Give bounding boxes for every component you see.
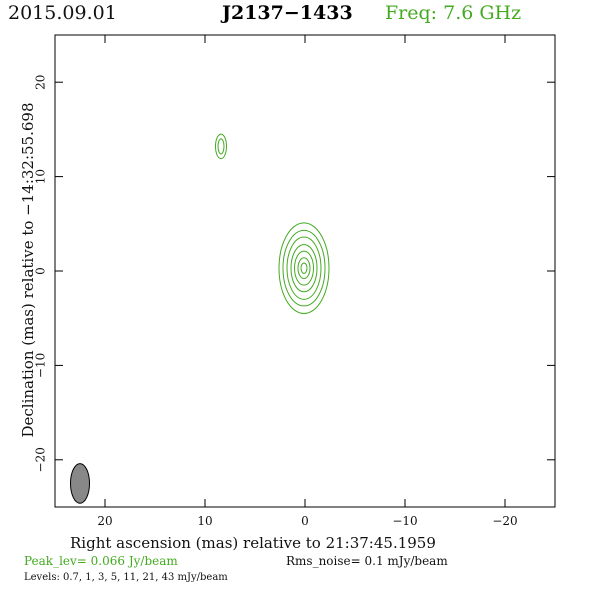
contour-line [286,236,322,300]
source-name: J2137−1433 [222,2,353,24]
contour-line [290,244,318,293]
plot-frame [54,34,556,508]
contour-line [282,229,326,307]
x-axis-label: Right ascension (mas) relative to 21:37:… [70,534,436,552]
y-tick-label: −20 [34,447,48,472]
beam-ellipse [70,463,90,504]
x-tick-label: −10 [392,514,417,528]
contour-line [297,257,311,280]
x-tick-label: 20 [97,514,112,528]
contour-line [294,250,314,286]
y-tick-label: 20 [34,75,48,90]
x-tick-label: −20 [492,514,517,528]
contour-line [300,262,308,274]
frequency-label: Freq: 7.6 GHz [385,2,522,24]
contour-line [217,138,225,155]
contour-line [215,133,227,160]
x-tick-label: 10 [197,514,212,528]
contour-layer [215,133,330,314]
y-tick-label: −10 [34,353,48,378]
contour-levels: Levels: 0.7, 1, 3, 5, 11, 21, 43 mJy/bea… [24,572,228,583]
contour-line [278,222,330,314]
y-tick-label: 0 [34,267,48,275]
axis-ticks [55,35,555,507]
y-axis-label: Declination (mas) relative to −14:32:55.… [19,102,37,438]
rms-noise: Rms_noise= 0.1 mJy/beam [286,554,448,568]
observation-date: 2015.09.01 [8,2,117,24]
axis-tick-labels: 20 10 0 −10 −20 −20 −10 0 10 20 [34,75,518,528]
x-tick-label: 0 [301,514,309,528]
peak-level: Peak_lev= 0.066 Jy/beam [24,554,178,568]
y-tick-label: 10 [34,169,48,184]
beam-ellipse-layer [70,463,90,504]
